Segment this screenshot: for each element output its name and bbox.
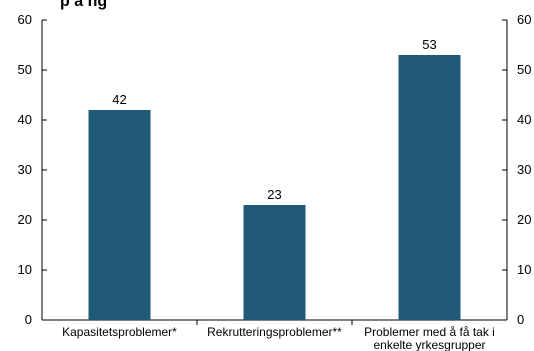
bar-data-label: 53: [422, 37, 436, 52]
bar: [88, 110, 151, 320]
left-y-tick-label: 30: [18, 162, 32, 177]
x-category-label: Kapasitetsproblemer*: [62, 325, 177, 339]
right-y-tick-label: 50: [517, 62, 531, 77]
chart-bars: [88, 55, 461, 320]
right-y-tick-label: 0: [517, 312, 524, 327]
x-category-label: Rekrutteringsproblemer**: [207, 325, 342, 339]
bar: [243, 205, 306, 320]
left-y-tick-label: 20: [18, 212, 32, 227]
chart-labels: 42 Kapasitetsproblemer* 23 Rekrutteringspro…: [62, 37, 495, 351]
right-y-tick-label: 20: [517, 212, 531, 227]
left-y-tick-label: 40: [18, 112, 32, 127]
right-y-tick-label: 40: [517, 112, 531, 127]
left-y-tick-label: 50: [18, 62, 32, 77]
chart-title: p å ng: [60, 0, 107, 10]
left-y-tick-label: 60: [18, 12, 32, 27]
bar: [398, 55, 461, 320]
right-y-tick-label: 60: [517, 12, 531, 27]
left-y-tick-label: 0: [25, 312, 32, 327]
right-y-tick-label: 10: [517, 262, 531, 277]
bar-data-label: 42: [112, 92, 126, 107]
bar-data-label: 23: [267, 187, 281, 202]
right-y-tick-label: 30: [517, 162, 531, 177]
left-y-tick-label: 10: [18, 262, 32, 277]
x-category-label: Problemer med å få tak i enkelte yrkesgru…: [364, 325, 495, 351]
